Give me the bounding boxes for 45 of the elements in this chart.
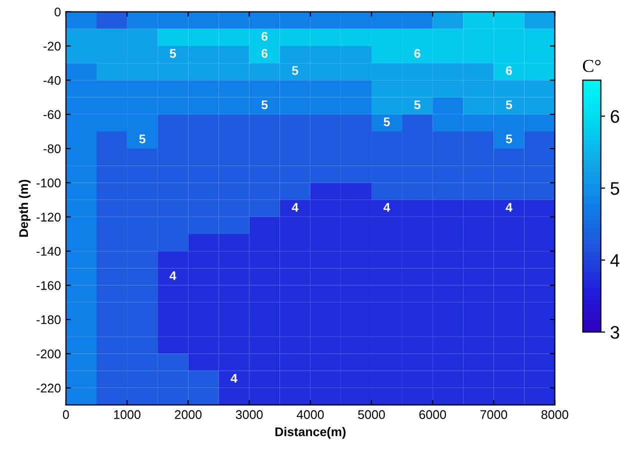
y-tick-label: -20: [44, 42, 61, 51]
x-tick-label: 2000: [174, 410, 202, 420]
color-bar-title: C°: [582, 60, 601, 72]
x-tick-label: 4000: [296, 410, 324, 420]
data-label: 6: [262, 49, 268, 58]
y-tick-label: 0: [54, 8, 61, 16]
data-label: 4: [506, 203, 512, 212]
y-axis-title: Depth (m): [18, 180, 30, 237]
data-label: 5: [384, 118, 390, 126]
y-tick-label: -140: [36, 246, 61, 256]
y-tick-label: -80: [44, 144, 61, 154]
data-label: 4: [170, 271, 176, 280]
color-bar-label: 5: [610, 182, 620, 195]
data-label: 4: [230, 374, 238, 383]
y-tick-label: -200: [36, 349, 61, 358]
data-label: 5: [414, 100, 420, 110]
color-bar-label: 3: [610, 326, 620, 339]
data-label: 6: [506, 66, 512, 75]
y-tick-label: -100: [36, 178, 61, 188]
y-tick-label: -220: [36, 384, 61, 393]
y-tick-label: -60: [44, 110, 61, 120]
x-tick-label: 0: [62, 410, 69, 420]
data-label: 5: [506, 100, 512, 110]
x-tick-label: 1000: [114, 410, 140, 420]
x-tick-label: 8000: [541, 410, 568, 420]
y-tick-label: -40: [44, 76, 61, 85]
color-bar-label: 6: [610, 110, 620, 123]
x-tick-label: 7000: [480, 410, 508, 420]
data-label: 5: [292, 66, 298, 75]
data-label: 6: [414, 49, 420, 58]
y-tick-label: -180: [36, 315, 61, 324]
data-label: 4: [292, 203, 299, 212]
x-tick-label: 3000: [236, 410, 263, 420]
x-axis-title: Distance(m): [275, 427, 346, 439]
y-tick-label: -160: [36, 281, 61, 290]
color-bar-label: 4: [610, 254, 620, 267]
x-tick-label: 6000: [419, 410, 446, 420]
data-label: 4: [383, 203, 390, 212]
x-tick-label: 5000: [358, 410, 385, 420]
data-label: 6: [262, 32, 268, 41]
data-label: 5: [139, 134, 146, 144]
data-label: 5: [170, 49, 176, 58]
data-label: 5: [261, 100, 268, 110]
y-tick-label: -120: [36, 212, 61, 222]
data-label: 5: [506, 134, 512, 144]
